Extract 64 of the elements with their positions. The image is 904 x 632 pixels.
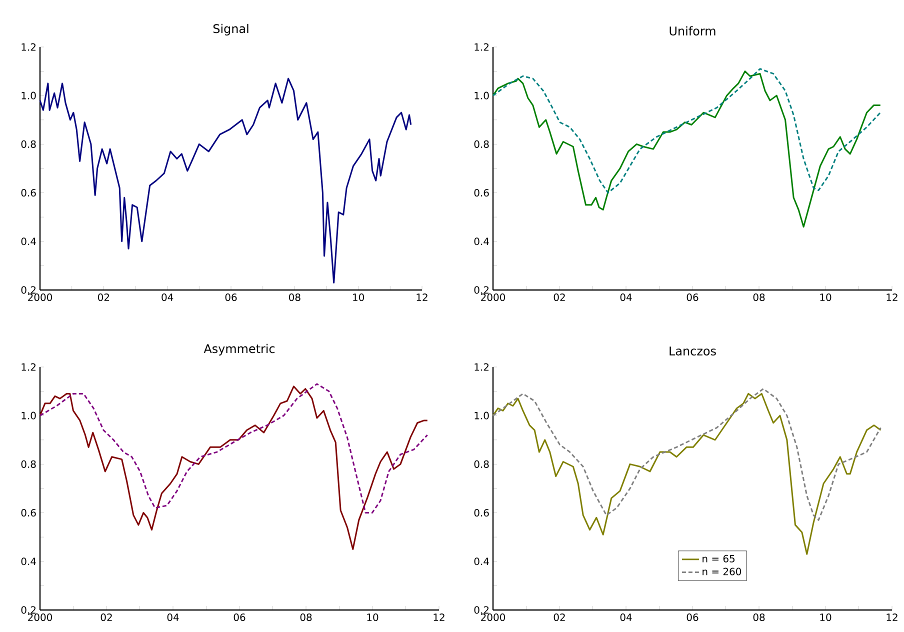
chart-title: Lanczos [670, 346, 716, 356]
x-tick-label: 04 [162, 293, 174, 302]
x-tick-label: 02 [98, 293, 110, 302]
x-tick-label: 02 [554, 613, 565, 622]
y-tick-label: 1.0 [22, 92, 36, 100]
y-tick-label: 0.6 [474, 189, 489, 197]
x-tick-label: 2000 [28, 293, 52, 302]
y-tick-label: 0.2 [474, 606, 488, 614]
x-tick-label: 12 [434, 613, 444, 621]
x-tick-label: 10 [820, 293, 832, 302]
y-tick-label: 0.8 [474, 460, 489, 468]
y-tick-label: 1.0 [474, 412, 489, 420]
x-tick-label: 06 [686, 613, 698, 622]
x-tick-label: 2000 [481, 613, 506, 622]
y-tick-label: 0.4 [21, 558, 36, 566]
y-tick-label: 0.2 [21, 286, 36, 294]
y-tick-label: 1.0 [474, 92, 489, 100]
x-tick-label: 10 [367, 613, 378, 622]
legend-label: n = 260 [702, 568, 742, 576]
legend-label: n = 65 [702, 554, 735, 562]
x-tick-label: 06 [686, 293, 698, 302]
chart-title: Asymmetric [204, 344, 275, 356]
x-tick-label: 12 [416, 293, 428, 301]
x-tick-label: 10 [820, 613, 832, 622]
x-tick-label: 04 [167, 613, 179, 622]
x-tick-label: 08 [753, 613, 765, 622]
y-tick-label: 0.6 [21, 189, 36, 197]
y-tick-label: 0.2 [474, 286, 488, 294]
chart-title: Uniform [670, 26, 716, 36]
chart-title: Signal [213, 24, 248, 36]
x-tick-label: 12 [886, 293, 898, 301]
line-series [39, 383, 428, 514]
line-series [39, 386, 428, 550]
x-tick-label: 08 [753, 293, 765, 302]
line-series [492, 392, 882, 555]
line-series [492, 70, 882, 228]
y-tick-label: 1.0 [22, 412, 36, 420]
x-tick-label: 2000 [481, 293, 506, 302]
y-tick-label: 0.8 [21, 460, 36, 468]
y-tick-label: 0.6 [474, 509, 489, 517]
x-tick-label: 2000 [28, 613, 52, 622]
line-series [39, 78, 412, 284]
y-tick-label: 0.6 [21, 509, 36, 517]
line-series [492, 68, 882, 194]
y-tick-label: 0.4 [21, 238, 36, 246]
y-tick-label: 1.2 [474, 43, 488, 51]
x-tick-label: 12 [886, 613, 898, 621]
y-tick-label: 0.4 [474, 238, 489, 246]
x-tick-label: 10 [353, 293, 364, 302]
x-tick-label: 08 [288, 293, 300, 302]
y-tick-label: 0.4 [474, 558, 489, 566]
x-tick-label: 02 [554, 293, 565, 302]
x-tick-label: 06 [234, 613, 246, 622]
x-tick-label: 04 [620, 293, 632, 302]
y-tick-label: 0.8 [21, 140, 36, 148]
y-tick-label: 1.2 [474, 363, 488, 371]
y-tick-label: 1.2 [22, 43, 36, 51]
y-tick-label: 0.8 [474, 140, 489, 148]
x-tick-label: 08 [300, 613, 312, 622]
y-tick-label: 1.2 [22, 363, 36, 371]
y-tick-label: 0.2 [21, 606, 36, 614]
x-tick-label: 06 [225, 293, 237, 302]
x-tick-label: 04 [620, 613, 632, 622]
x-tick-label: 02 [100, 613, 112, 622]
